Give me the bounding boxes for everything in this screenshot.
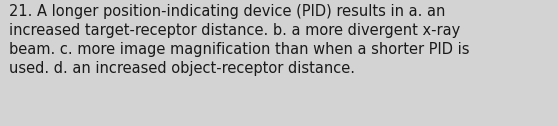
Text: 21. A longer position-indicating device (PID) results in a. an
increased target-: 21. A longer position-indicating device …	[9, 4, 469, 76]
